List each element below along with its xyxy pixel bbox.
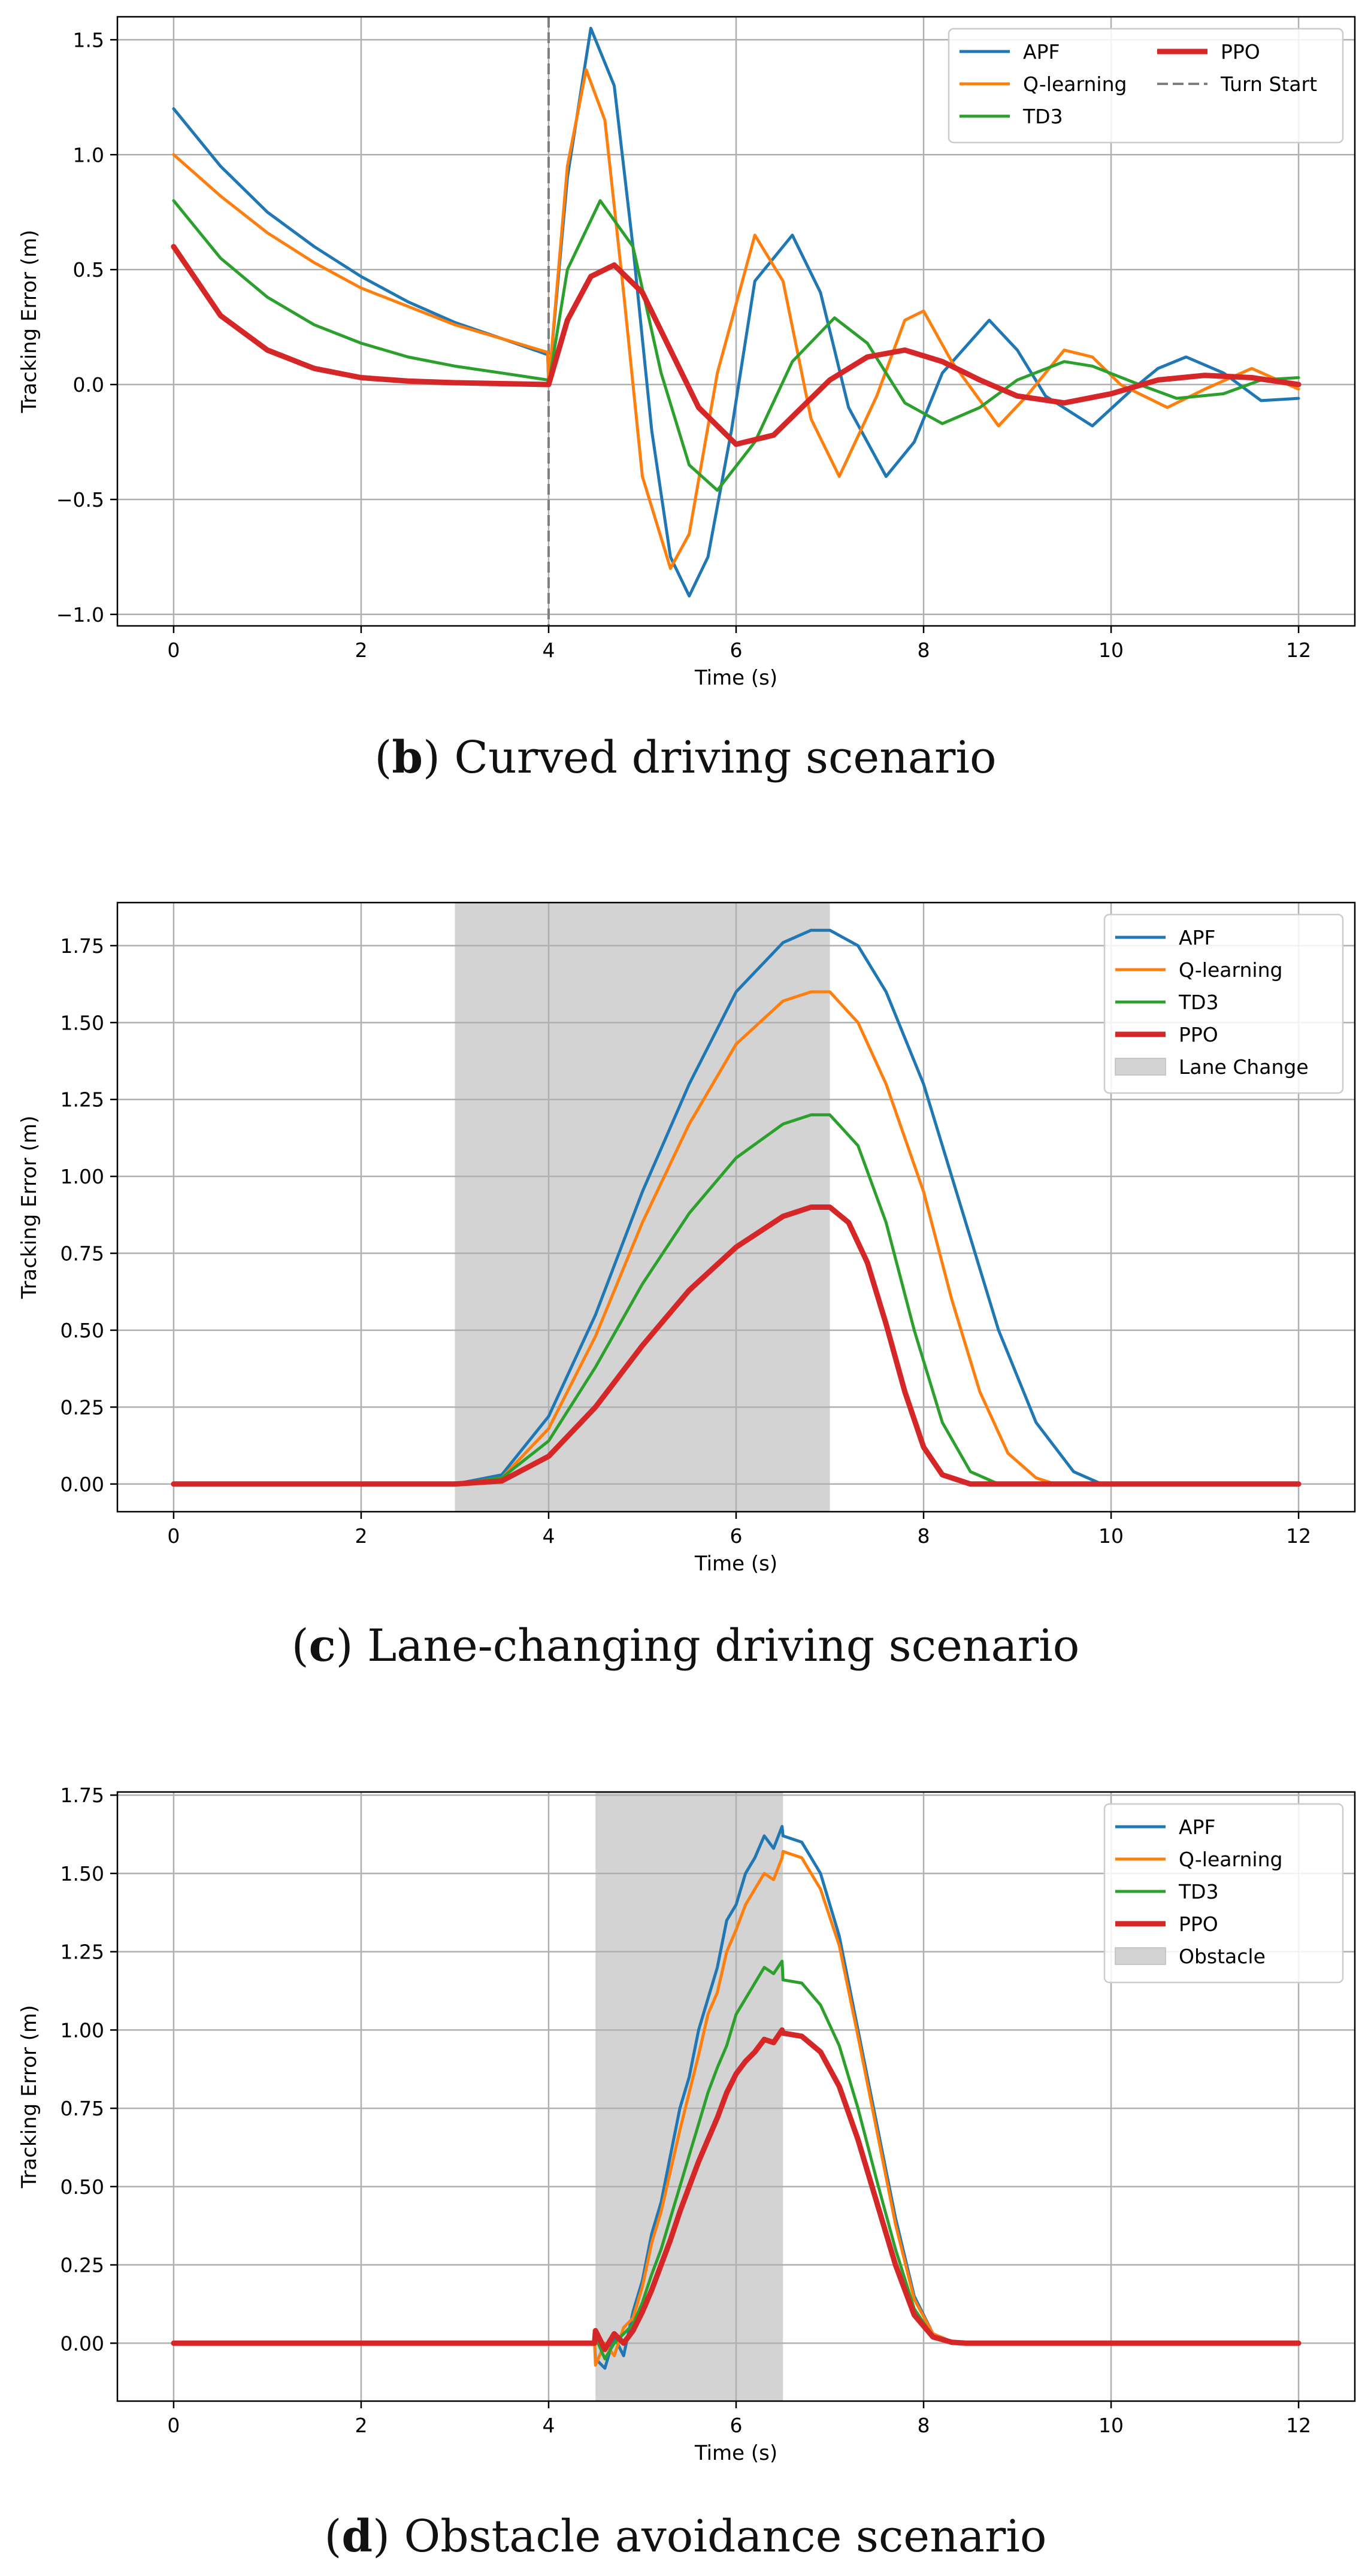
y-tick-label: 0.75 xyxy=(60,2097,104,2120)
chart-b: 0 2 4 6 8 10 12 −1.0 −0.5 0.0 0.5 1.0 1.5 Time (s) Tra… xyxy=(17,16,1356,690)
x-tick-label: 8 xyxy=(918,638,930,662)
y-tick-label: 1.75 xyxy=(60,1784,104,1807)
x-tick-label: 0 xyxy=(167,1524,180,1548)
x-tick-label: 10 xyxy=(1098,2414,1124,2437)
series-ppo xyxy=(171,244,1302,447)
y-tick-label: 0.25 xyxy=(60,2254,104,2277)
legend-box xyxy=(948,28,1344,144)
x-tick-label: 0 xyxy=(167,638,180,662)
x-tick-label: 12 xyxy=(1286,638,1311,662)
y-tick-label: 1.50 xyxy=(60,1862,104,1885)
series-td3 xyxy=(172,1113,1300,1486)
y-tick-label: 1.00 xyxy=(60,1165,104,1188)
caption-b: (b) Curved driving scenario xyxy=(374,732,997,783)
legend-label-q-learning: Q-learning xyxy=(1179,958,1282,982)
legend-label-ppo: PPO xyxy=(1179,1023,1218,1046)
caption-c-text: Lane-changing driving scenario xyxy=(367,1620,1080,1672)
y-tick-label: 0.00 xyxy=(60,2332,104,2355)
chart-d: 0 2 4 6 8 10 12 0.00 0.25 0.50 0.75 1.00 1.25 1.50 1.7… xyxy=(17,1784,1356,2465)
x-tick-label: 8 xyxy=(918,2414,930,2437)
chart-c-span-0 xyxy=(455,903,830,1512)
y-tick-label: 1.5 xyxy=(73,28,104,52)
series-apf xyxy=(172,928,1300,1486)
legend-box xyxy=(1103,913,1344,1094)
legend-label-apf: APF xyxy=(1023,40,1060,63)
x-tick-label: 10 xyxy=(1098,1524,1124,1548)
x-tick-label: 4 xyxy=(542,2414,555,2437)
legend-label-td3: TD3 xyxy=(1178,1880,1219,1903)
x-tick-label: 12 xyxy=(1286,2414,1311,2437)
y-tick-label: 0.25 xyxy=(60,1396,104,1419)
y-tick-label: 0.00 xyxy=(60,1473,104,1496)
legend-label-td3: TD3 xyxy=(1022,105,1063,128)
y-axis-label: Tracking Error (m) xyxy=(17,1116,41,1300)
y-axis-label: Tracking Error (m) xyxy=(17,2005,41,2189)
y-tick-label: 1.75 xyxy=(60,934,104,958)
x-tick-label: 10 xyxy=(1098,638,1124,662)
x-tick-label: 2 xyxy=(355,2414,367,2437)
caption-d-letter: d xyxy=(341,2511,373,2562)
series-td3 xyxy=(172,199,1300,492)
legend-label-ppo: PPO xyxy=(1221,40,1260,63)
x-tick-label: 6 xyxy=(730,2414,743,2437)
chart-c: 0 2 4 6 8 10 12 0.00 0.25 0.50 0.75 1.00 1.25 1.50 1.7… xyxy=(17,901,1356,1576)
legend-label-ppo: PPO xyxy=(1179,1912,1218,1936)
x-axis-label: Time (s) xyxy=(694,1552,777,1576)
legend-swatch-obstacle xyxy=(1115,1947,1166,1965)
y-tick-label: 0.75 xyxy=(60,1242,104,1266)
y-tick-label: 0.0 xyxy=(73,373,104,396)
caption-c: (c) Lane-changing driving scenario xyxy=(291,1620,1080,1672)
x-tick-label: 2 xyxy=(355,638,367,662)
caption-b-letter: b xyxy=(392,732,423,783)
caption-b-text: Curved driving scenario xyxy=(454,732,997,783)
caption-d-text: Obstacle avoidance scenario xyxy=(404,2511,1047,2562)
legend-swatch-lane-change xyxy=(1115,1058,1166,1076)
legend-c: APF Q-learning TD3 PPO Lane Change xyxy=(1103,913,1344,1094)
x-axis-label: Time (s) xyxy=(694,2441,777,2465)
legend-b: APF Q-learning TD3 PPO Turn Start xyxy=(948,28,1344,144)
y-tick-label: 1.25 xyxy=(60,1941,104,1964)
legend-label-lane-change: Lane Change xyxy=(1179,1055,1309,1079)
x-tick-label: 2 xyxy=(355,1524,367,1548)
series-ppo xyxy=(171,2027,1302,2353)
series-q-learning xyxy=(172,990,1300,1486)
series-q-learning xyxy=(172,68,1300,570)
y-tick-label: 1.00 xyxy=(60,2018,104,2042)
y-tick-label: 0.50 xyxy=(60,1319,104,1342)
legend-label-q-learning: Q-learning xyxy=(1023,72,1127,96)
y-tick-label: −1.0 xyxy=(56,603,104,626)
series-td3 xyxy=(172,1959,1300,2360)
legend-label-apf: APF xyxy=(1179,1815,1215,1839)
y-tick-label: 1.0 xyxy=(73,143,104,167)
caption-d: (d) Obstacle avoidance scenario xyxy=(324,2511,1047,2562)
series-q-learning xyxy=(172,1849,1300,2367)
legend-label-apf: APF xyxy=(1179,926,1215,949)
legend-label-turn-start: Turn Start xyxy=(1220,72,1317,96)
series-apf xyxy=(172,26,1300,598)
legend-label-obstacle: Obstacle xyxy=(1179,1945,1266,1968)
x-tick-label: 4 xyxy=(542,638,555,662)
x-tick-label: 0 xyxy=(167,2414,180,2437)
legend-d: APF Q-learning TD3 PPO Obstacle xyxy=(1103,1803,1344,1984)
y-tick-label: −0.5 xyxy=(56,488,104,511)
y-tick-label: 1.50 xyxy=(60,1011,104,1034)
series-ppo xyxy=(171,1204,1302,1487)
x-tick-label: 12 xyxy=(1286,1524,1311,1548)
x-tick-label: 6 xyxy=(730,638,743,662)
y-tick-label: 0.50 xyxy=(60,2175,104,2199)
legend-box xyxy=(1103,1803,1344,1984)
x-tick-label: 8 xyxy=(918,1524,930,1548)
legend-label-td3: TD3 xyxy=(1178,991,1219,1014)
x-axis-label: Time (s) xyxy=(694,666,777,690)
legend-label-q-learning: Q-learning xyxy=(1179,1848,1282,1871)
y-axis-label: Tracking Error (m) xyxy=(17,230,41,414)
y-tick-label: 1.25 xyxy=(60,1088,104,1112)
x-tick-label: 4 xyxy=(542,1524,555,1548)
y-tick-label: 0.5 xyxy=(73,258,104,281)
caption-c-letter: c xyxy=(308,1620,336,1672)
x-tick-label: 6 xyxy=(730,1524,743,1548)
